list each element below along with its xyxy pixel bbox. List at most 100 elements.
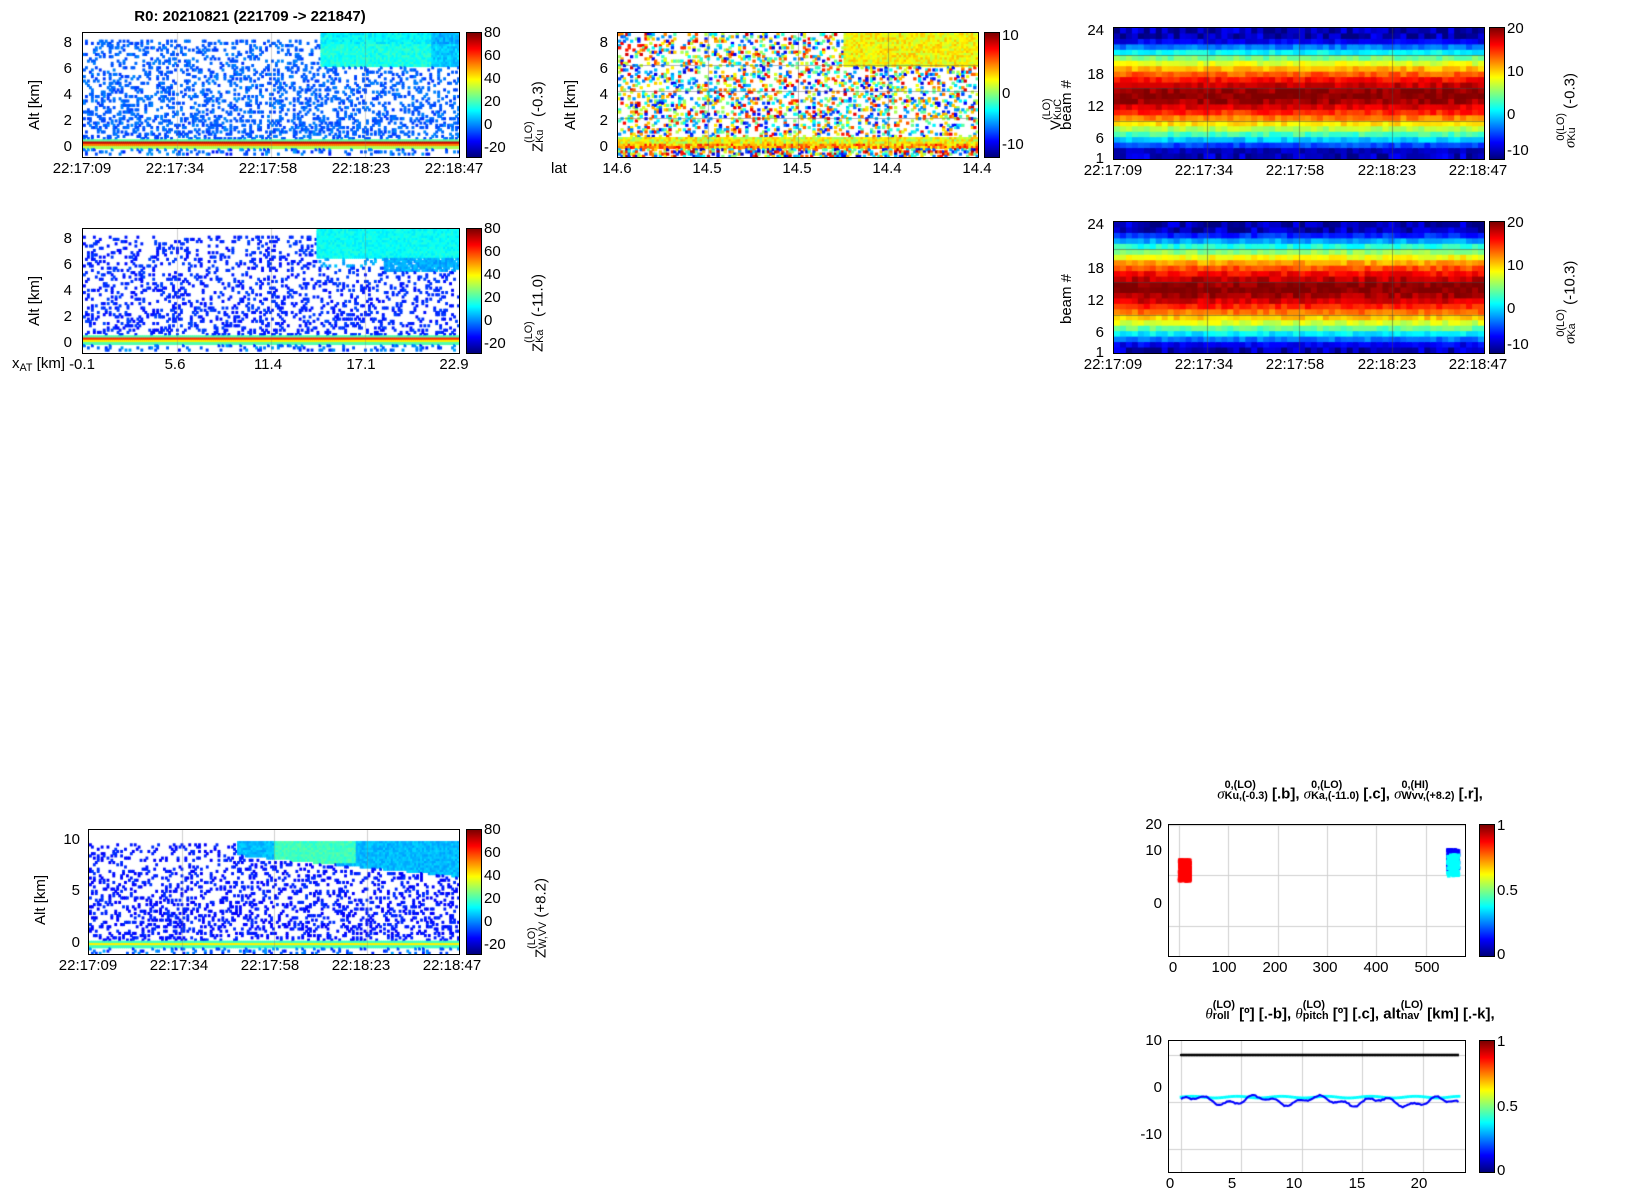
s0ku-cbtick: 20 bbox=[1507, 20, 1524, 37]
s0ku-cbtick: 0 bbox=[1507, 106, 1516, 123]
s0ka-ytick: 6 bbox=[1095, 324, 1104, 341]
s0ka-axes[interactable] bbox=[1113, 221, 1485, 354]
sigma-scatter-title: σ 0,(LO) Ku,(-0.3) [.b], σ 0,(LO) Ka,(-11.0)… bbox=[1150, 779, 1550, 803]
zwvv-xtick: 22:18:47 bbox=[422, 957, 482, 974]
s0ku-cbtick: 10 bbox=[1507, 63, 1524, 80]
zka-cbtick: 20 bbox=[484, 289, 501, 306]
title-sym: alt bbox=[1383, 1005, 1401, 1023]
att-ytick: -10 bbox=[1140, 1126, 1162, 1143]
vkuc-colorbar[interactable] bbox=[984, 32, 1000, 158]
s0ku-axes[interactable] bbox=[1113, 27, 1485, 160]
att-colorbar[interactable] bbox=[1479, 1040, 1495, 1173]
zka-xtick: 17.1 bbox=[346, 356, 376, 373]
attitude-axes[interactable] bbox=[1168, 1040, 1466, 1173]
s0ka-cbtick: 10 bbox=[1507, 257, 1524, 274]
vkuc-xtick: 14.4 bbox=[962, 160, 992, 177]
scat-xtick: 200 bbox=[1262, 959, 1288, 976]
att-xtick: 15 bbox=[1348, 1175, 1366, 1192]
vkuc-axes[interactable] bbox=[617, 32, 979, 158]
cb-paren: (-11.0) bbox=[529, 273, 547, 318]
zku-colorbar[interactable] bbox=[466, 32, 482, 158]
scat-colorbar[interactable] bbox=[1479, 824, 1495, 957]
s0ku-xtick: 22:18:23 bbox=[1357, 162, 1417, 179]
title-sup: (LO) bbox=[1400, 999, 1423, 1011]
zku-ytick: 8 bbox=[63, 34, 72, 51]
zka-axes[interactable] bbox=[82, 228, 460, 354]
title-sub: Ka,(-11.0) bbox=[1311, 790, 1360, 802]
zku-axes[interactable] bbox=[82, 32, 460, 158]
vkuc-cbtick: 0 bbox=[1002, 85, 1011, 102]
xlabel-sym: x bbox=[12, 355, 20, 372]
zka-xtick: 11.4 bbox=[253, 356, 283, 373]
s0ka-xtick: 22:17:58 bbox=[1265, 356, 1325, 373]
scat-xtick: 400 bbox=[1363, 959, 1389, 976]
cb-sub: Ka bbox=[534, 329, 546, 343]
sigma-scatter-axes[interactable] bbox=[1168, 824, 1466, 957]
title-sub: nav bbox=[1400, 1010, 1420, 1022]
cb-sym: Z bbox=[529, 142, 547, 152]
s0ka-xtick: 22:18:23 bbox=[1357, 356, 1417, 373]
s0ka-ytick: 24 bbox=[1087, 216, 1104, 233]
vkuc-cbtick: 10 bbox=[1002, 27, 1019, 44]
scat-ytick: 20 bbox=[1145, 816, 1162, 833]
zka-cbtick: -20 bbox=[484, 335, 506, 352]
zku-cbtick: 20 bbox=[484, 93, 501, 110]
zka-ytick: 6 bbox=[63, 256, 72, 273]
scat-ytick: 10 bbox=[1145, 842, 1162, 859]
vkuc-ytick: 6 bbox=[599, 60, 608, 77]
att-xtick: 10 bbox=[1285, 1175, 1303, 1192]
title-tail: [º] [.-b], bbox=[1234, 1005, 1292, 1023]
zwvv-axes[interactable] bbox=[88, 829, 460, 955]
cb-paren: (-0.3) bbox=[1561, 72, 1579, 109]
s0ku-colorbar-label: σ 0(LO) Ku (-0.3) bbox=[1555, 72, 1579, 148]
cb-paren: (-10.3) bbox=[1561, 260, 1579, 305]
zku-colorbar-label: Z (LO) Ku (-0.3) bbox=[523, 81, 547, 152]
s0ku-xtick: 22:17:58 bbox=[1265, 162, 1325, 179]
cb-sub: Ku bbox=[1566, 127, 1578, 141]
vkuc-xlabel: lat bbox=[551, 160, 567, 177]
title-sym: θ bbox=[1295, 1006, 1303, 1023]
att-xtick: 0 bbox=[1165, 1175, 1175, 1192]
s0ka-colorbar[interactable] bbox=[1489, 221, 1505, 354]
zwvv-xtick: 22:17:58 bbox=[240, 957, 300, 974]
vkuc-xtick: 14.6 bbox=[602, 160, 632, 177]
zku-ytick: 0 bbox=[63, 138, 72, 155]
vkuc-xtick: 14.5 bbox=[692, 160, 722, 177]
cb-paren: (-0.3) bbox=[529, 81, 547, 118]
scat-ytick: 0 bbox=[1153, 895, 1162, 912]
s0ku-ylabel: beam # bbox=[1058, 79, 1075, 130]
vkuc-ytick: 0 bbox=[599, 138, 608, 155]
zka-ylabel: Alt [km] bbox=[26, 275, 43, 326]
zku-ylabel: Alt [km] bbox=[26, 79, 43, 130]
cb-sub: Ka bbox=[1566, 323, 1578, 337]
zwvv-cbtick: 80 bbox=[484, 821, 501, 838]
zku-cbtick: 60 bbox=[484, 47, 501, 64]
vkuc-ytick: 2 bbox=[599, 112, 608, 129]
zka-colorbar[interactable] bbox=[466, 228, 482, 354]
zku-cbtick: 0 bbox=[484, 116, 493, 133]
s0ku-colorbar[interactable] bbox=[1489, 27, 1505, 160]
s0ka-ylabel: beam # bbox=[1058, 273, 1075, 324]
cb-sym: σ bbox=[1562, 140, 1579, 148]
s0ku-xtick: 22:18:47 bbox=[1448, 162, 1508, 179]
vkuc-ytick: 4 bbox=[599, 86, 608, 103]
zku-xtick: 22:17:34 bbox=[145, 160, 205, 177]
zwvv-colorbar[interactable] bbox=[466, 829, 482, 955]
zwvv-cbtick: 20 bbox=[484, 890, 501, 907]
zku-xtick: 22:17:09 bbox=[52, 160, 112, 177]
zwvv-cbtick: 60 bbox=[484, 844, 501, 861]
zku-ytick: 6 bbox=[63, 60, 72, 77]
scat-cbtick: 1 bbox=[1497, 817, 1506, 834]
zku-ytick: 2 bbox=[63, 112, 72, 129]
scat-xtick: 100 bbox=[1211, 959, 1237, 976]
title-tail: [.c], bbox=[1359, 785, 1390, 803]
att-ytick: 10 bbox=[1145, 1032, 1162, 1049]
zka-cbtick: 0 bbox=[484, 312, 493, 329]
s0ka-ytick: 18 bbox=[1087, 260, 1104, 277]
xlabel-sub: AT bbox=[19, 362, 33, 375]
title-sup: (LO) bbox=[1302, 999, 1325, 1011]
scat-xtick: 0 bbox=[1168, 959, 1178, 976]
vkuc-ylabel: Alt [km] bbox=[562, 79, 579, 130]
att-xtick: 5 bbox=[1227, 1175, 1237, 1192]
zku-cbtick: 40 bbox=[484, 70, 501, 87]
